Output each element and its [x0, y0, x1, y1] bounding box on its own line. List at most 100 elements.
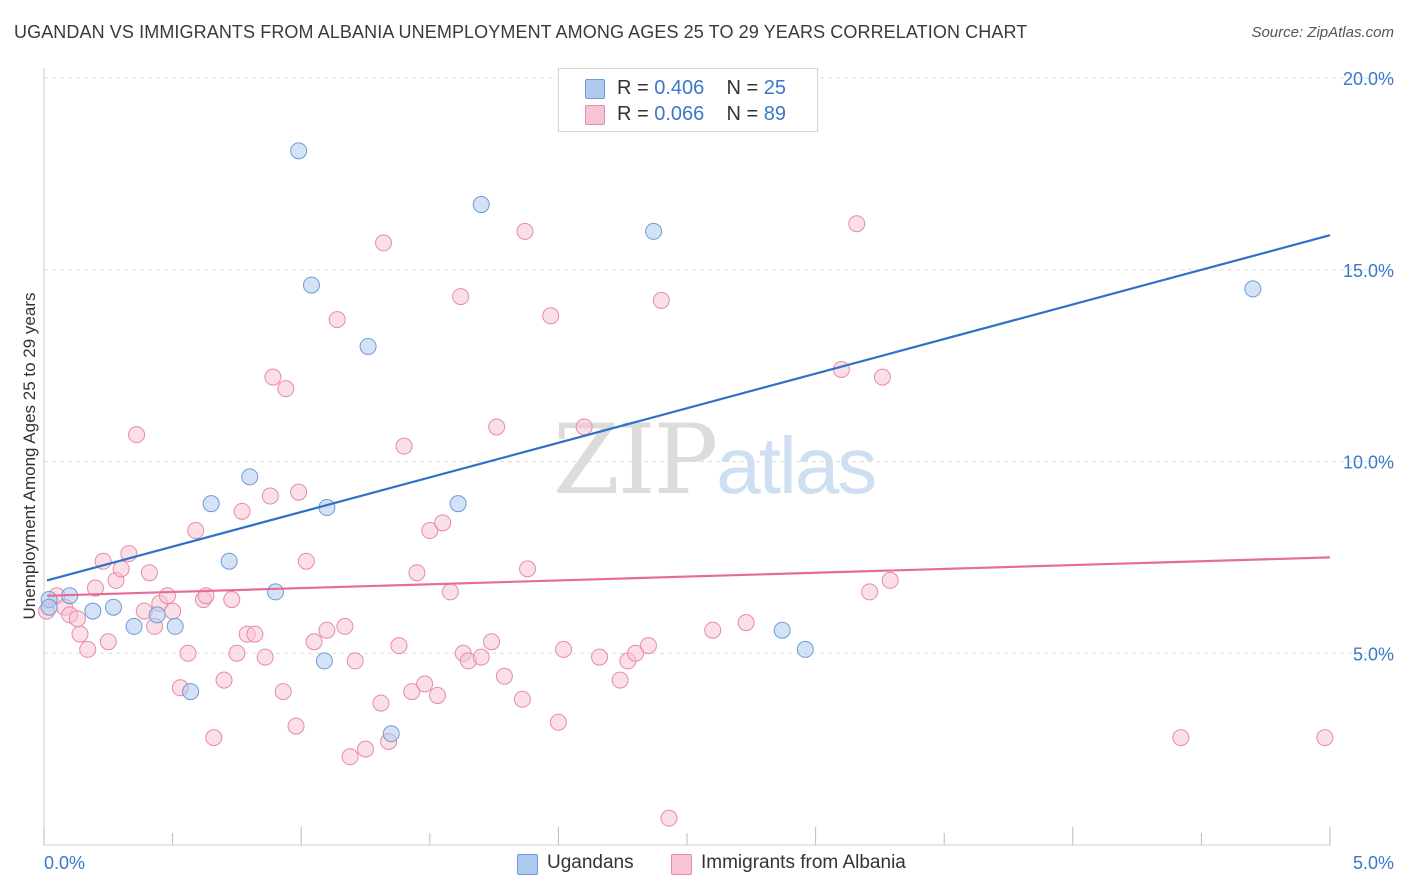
ugandan-trend-line — [46, 234, 1331, 582]
albania-point — [79, 640, 97, 658]
r-label: R = — [617, 103, 649, 125]
albania-point — [1172, 729, 1190, 747]
albania-point — [390, 637, 408, 655]
albania-point — [660, 809, 678, 827]
albania-trend-line — [46, 556, 1331, 597]
albania-point — [861, 583, 879, 601]
ugandan-point — [182, 683, 200, 701]
y-tick-label: 15.0% — [1343, 261, 1394, 281]
albania-point — [575, 418, 593, 436]
legend-label-ugandans: Ugandans — [547, 852, 634, 873]
albania-point — [375, 234, 393, 252]
albania-point — [68, 610, 86, 628]
albania-point — [187, 522, 205, 540]
albania-point — [179, 644, 197, 662]
albania-point — [441, 583, 459, 601]
albania-point — [277, 380, 295, 398]
albania-point — [403, 683, 421, 701]
albania-point — [223, 591, 241, 609]
albania-point — [256, 648, 274, 666]
ugandan-point — [315, 652, 333, 670]
y-tick-label: 10.0% — [1343, 453, 1394, 473]
albania-point — [881, 571, 899, 589]
ugandan-point — [40, 598, 58, 616]
r-value-ugandans: 0.406 — [654, 77, 705, 99]
ugandan-point — [104, 598, 122, 616]
albania-point — [737, 614, 755, 632]
albania-point — [434, 514, 452, 532]
albania-point — [483, 633, 501, 651]
albania-point — [140, 564, 158, 582]
albania-point — [652, 291, 670, 309]
albania-point — [591, 648, 609, 666]
albania-point — [341, 748, 359, 766]
ugandan-point — [148, 606, 166, 624]
ugandan-point — [382, 725, 400, 743]
ugandan-point — [202, 495, 220, 513]
albania-point — [873, 368, 891, 386]
legend-label-albania: Immigrants from Albania — [701, 852, 906, 873]
albania-point — [452, 288, 470, 306]
albania-point — [627, 644, 645, 662]
ugandan-point — [166, 617, 184, 635]
legend-swatch-blue — [517, 854, 538, 875]
albania-point — [495, 667, 513, 685]
albania-point — [346, 652, 364, 670]
y-tick-label: 20.0% — [1343, 69, 1394, 89]
albania-point — [112, 560, 130, 578]
n-value-ugandans: 25 — [763, 77, 787, 99]
albania-point — [542, 307, 560, 325]
ugandan-point — [359, 337, 377, 355]
n-value-albania: 89 — [763, 103, 787, 125]
albania-point — [516, 222, 534, 240]
albania-point — [429, 686, 447, 704]
albania-point — [328, 311, 346, 329]
ugandan-point — [125, 617, 143, 635]
albania-point — [128, 426, 146, 444]
albania-point — [264, 368, 282, 386]
albania-point — [372, 694, 390, 712]
albania-point — [290, 483, 308, 501]
albania-point — [704, 621, 722, 639]
albania-point — [488, 418, 506, 436]
albania-point — [318, 621, 336, 639]
r-value-albania: 0.066 — [654, 103, 705, 125]
ugandan-point — [266, 583, 284, 601]
albania-point — [228, 644, 246, 662]
albania-point — [305, 633, 323, 651]
albania-point — [472, 648, 490, 666]
albania-point — [99, 633, 117, 651]
x-tick-label: 0.0% — [44, 853, 85, 873]
ugandan-point — [1244, 280, 1262, 298]
ugandan-point — [290, 142, 308, 160]
albania-point — [519, 560, 537, 578]
albania-point — [164, 602, 182, 620]
source-label: Source: ZipAtlas.com — [1251, 24, 1394, 41]
albania-point — [421, 522, 439, 540]
ugandan-point — [472, 196, 490, 214]
legend-swatch-blue — [585, 79, 605, 99]
ugandan-point — [241, 468, 259, 486]
albania-point — [549, 713, 567, 731]
n-label: N = — [726, 77, 759, 99]
albania-point — [639, 637, 657, 655]
albania-point — [357, 740, 374, 758]
albania-point — [408, 564, 426, 582]
ugandan-point — [302, 276, 320, 294]
albania-point — [158, 587, 176, 605]
albania-point — [261, 487, 279, 505]
albania-point — [832, 360, 850, 378]
ugandan-point — [645, 222, 663, 240]
albania-point — [848, 215, 866, 233]
albania-point — [287, 717, 305, 735]
albania-point — [416, 675, 434, 693]
albania-point — [555, 640, 573, 658]
albania-point — [513, 690, 531, 708]
stats-legend: R = 0.406 N = 25 R = 0.066 N = 89 — [558, 68, 818, 132]
ugandan-point — [220, 552, 238, 570]
albania-point — [246, 625, 264, 643]
r-label: R = — [617, 77, 649, 99]
albania-point — [233, 502, 251, 520]
ugandan-point — [84, 602, 102, 620]
albania-point — [215, 671, 233, 689]
